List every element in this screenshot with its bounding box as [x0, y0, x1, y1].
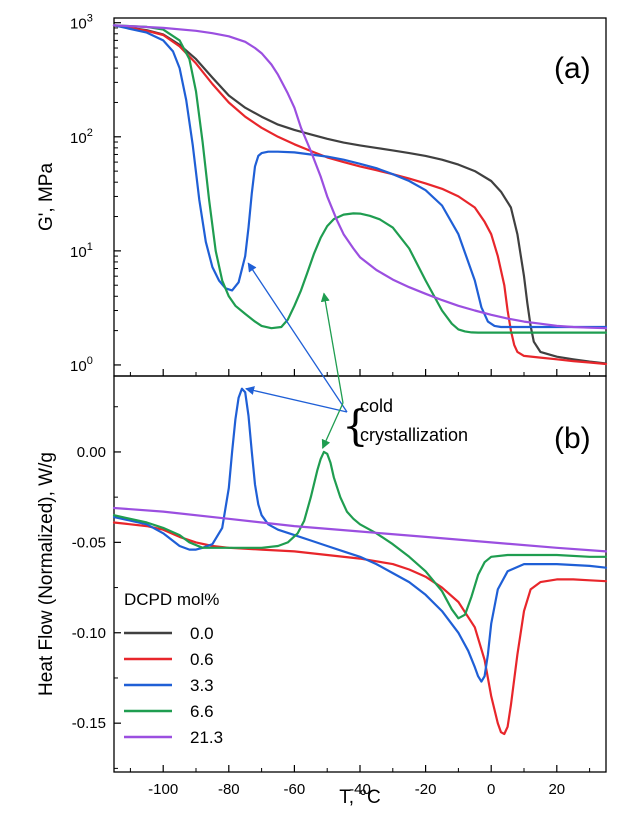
tick-mantissa: 10	[70, 358, 87, 375]
x-axis-title: T, °C	[339, 787, 380, 808]
legend-entry-label: 0.6	[190, 650, 214, 669]
x-tick-label: -80	[218, 781, 240, 798]
panel-a-series-21-3	[112, 24, 608, 330]
x-tick-label: -60	[284, 781, 306, 798]
tick-exponent: 1	[87, 241, 93, 253]
x-tick-label: -20	[415, 781, 437, 798]
panel-b-y-axis-title: Heat Flow (Normalized), W/g	[36, 452, 57, 696]
tick-exponent: 0	[87, 355, 93, 367]
legend-entry-label: 21.3	[190, 728, 223, 747]
panel-a-series-0-0	[112, 24, 608, 365]
x-tick-label: 0	[487, 781, 495, 798]
x-tick-label: -100	[148, 781, 178, 798]
panel-b-label: (b)	[554, 422, 591, 455]
annotation-text-line1: cold	[360, 396, 393, 416]
panel-a-y-tick-label: 100	[70, 355, 93, 375]
panel-b-y-tick-label: -0.10	[72, 625, 106, 642]
arrow-blue-panel-a	[247, 262, 348, 413]
annotation-brace: {	[342, 401, 369, 450]
legend: DCPD mol% 0.0 0.6 3.3 6.6 21.3	[124, 590, 223, 747]
panel-a-y-tick-label: 102	[70, 127, 93, 147]
panel-b-series-3-3	[112, 387, 608, 683]
panel-a-y-axis-title: G', MPa	[36, 163, 57, 231]
tick-mantissa: 10	[70, 16, 87, 33]
panel-b-series-6-6	[112, 450, 608, 620]
panel-a-y-tick-label: 101	[70, 241, 93, 261]
tick-exponent: 3	[87, 13, 93, 25]
annotation-layer	[245, 262, 348, 449]
panel-a-label: (a)	[554, 52, 591, 85]
panel-b-y-tick-label: -0.05	[72, 534, 106, 551]
legend-entry-label: 0.0	[190, 624, 214, 643]
panel-b-y-tick-label: -0.15	[72, 715, 106, 732]
arrow-green-panel-b	[321, 402, 344, 449]
tick-mantissa: 10	[70, 130, 87, 147]
panel-b-series-0-6	[112, 521, 608, 736]
x-tick-label: 20	[548, 781, 565, 798]
legend-entry-label: 6.6	[190, 702, 214, 721]
panel-a-series-6-6	[112, 24, 608, 334]
panel-a-y-tick-label: 103	[70, 13, 93, 33]
series-layer	[112, 24, 608, 736]
tick-exponent: 2	[87, 127, 93, 139]
panel-b-series-21-3	[112, 506, 608, 553]
tick-mantissa: 10	[70, 244, 87, 261]
panel-b-y-tick-label: 0.00	[77, 444, 106, 461]
legend-entry-label: 3.3	[190, 676, 214, 695]
panel-a-series-0-6	[112, 24, 608, 366]
legend-title: DCPD mol%	[124, 590, 219, 609]
x-tick-label: -40	[349, 781, 371, 798]
arrow-green-panel-a	[320, 292, 344, 404]
annotation-text-line2: crystallization	[360, 425, 468, 445]
arrow-blue-panel-b	[245, 386, 348, 413]
panel-a-series-3-3	[112, 24, 608, 329]
